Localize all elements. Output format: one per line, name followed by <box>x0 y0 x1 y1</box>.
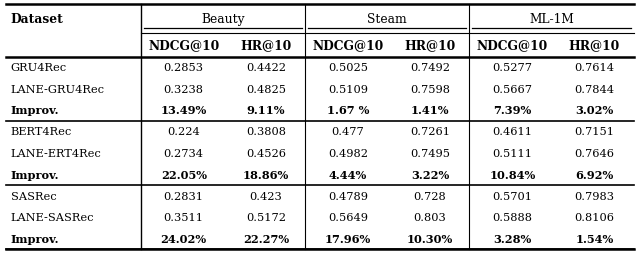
Text: 10.30%: 10.30% <box>407 233 453 244</box>
Text: 4.44%: 4.44% <box>329 169 367 180</box>
Text: Improv.: Improv. <box>11 233 60 244</box>
Text: GRU4Rec: GRU4Rec <box>11 63 67 73</box>
Text: SASRec: SASRec <box>11 191 56 201</box>
Text: 0.7261: 0.7261 <box>410 127 450 137</box>
Text: Steam: Steam <box>367 13 407 26</box>
Text: 0.4789: 0.4789 <box>328 191 368 201</box>
Text: 18.86%: 18.86% <box>243 169 289 180</box>
Text: 0.423: 0.423 <box>250 191 282 201</box>
Text: 0.5667: 0.5667 <box>492 84 532 94</box>
Text: LANE-GRU4Rec: LANE-GRU4Rec <box>11 84 105 94</box>
Text: 10.84%: 10.84% <box>489 169 535 180</box>
Text: 0.7492: 0.7492 <box>410 63 450 73</box>
Text: 0.5277: 0.5277 <box>492 63 532 73</box>
Text: 0.3511: 0.3511 <box>164 212 204 222</box>
Text: 0.2831: 0.2831 <box>164 191 204 201</box>
Text: HR@10: HR@10 <box>404 39 456 52</box>
Text: HR@10: HR@10 <box>240 39 291 52</box>
Text: 0.4422: 0.4422 <box>246 63 286 73</box>
Text: 0.7598: 0.7598 <box>410 84 450 94</box>
Text: Improv.: Improv. <box>11 169 60 180</box>
Text: 6.92%: 6.92% <box>575 169 614 180</box>
Text: 9.11%: 9.11% <box>246 105 285 116</box>
Text: NDCG@10: NDCG@10 <box>148 39 220 52</box>
Text: 22.05%: 22.05% <box>161 169 207 180</box>
Text: 3.28%: 3.28% <box>493 233 531 244</box>
Text: 0.4982: 0.4982 <box>328 148 368 158</box>
Text: 22.27%: 22.27% <box>243 233 289 244</box>
Text: LANE-SASRec: LANE-SASRec <box>11 212 94 222</box>
Text: 0.2853: 0.2853 <box>164 63 204 73</box>
Text: 0.224: 0.224 <box>167 127 200 137</box>
Text: 3.02%: 3.02% <box>575 105 614 116</box>
Text: Improv.: Improv. <box>11 105 60 116</box>
Text: Dataset: Dataset <box>11 13 63 26</box>
Text: Beauty: Beauty <box>201 13 244 26</box>
Text: 0.4825: 0.4825 <box>246 84 286 94</box>
Text: 0.7983: 0.7983 <box>574 191 614 201</box>
Text: NDCG@10: NDCG@10 <box>477 39 548 52</box>
Text: 0.477: 0.477 <box>332 127 364 137</box>
Text: 0.5025: 0.5025 <box>328 63 368 73</box>
Text: 1.54%: 1.54% <box>575 233 614 244</box>
Text: 13.49%: 13.49% <box>161 105 207 116</box>
Text: 0.803: 0.803 <box>413 212 447 222</box>
Text: 0.7844: 0.7844 <box>574 84 614 94</box>
Text: 0.7151: 0.7151 <box>574 127 614 137</box>
Text: LANE-ERT4Rec: LANE-ERT4Rec <box>11 148 102 158</box>
Text: 0.5701: 0.5701 <box>492 191 532 201</box>
Text: 0.5649: 0.5649 <box>328 212 368 222</box>
Text: 0.4611: 0.4611 <box>492 127 532 137</box>
Text: 0.5888: 0.5888 <box>492 212 532 222</box>
Text: 0.5172: 0.5172 <box>246 212 286 222</box>
Text: BERT4Rec: BERT4Rec <box>11 127 72 137</box>
Text: NDCG@10: NDCG@10 <box>312 39 383 52</box>
Text: 0.4526: 0.4526 <box>246 148 286 158</box>
Text: 0.5111: 0.5111 <box>492 148 532 158</box>
Text: 0.5109: 0.5109 <box>328 84 368 94</box>
Text: 0.7614: 0.7614 <box>574 63 614 73</box>
Text: 0.3238: 0.3238 <box>164 84 204 94</box>
Text: 17.96%: 17.96% <box>325 233 371 244</box>
Text: 24.02%: 24.02% <box>161 233 207 244</box>
Text: 3.22%: 3.22% <box>411 169 449 180</box>
Text: 0.728: 0.728 <box>413 191 447 201</box>
Text: 0.2734: 0.2734 <box>164 148 204 158</box>
Text: 0.7646: 0.7646 <box>574 148 614 158</box>
Text: 7.39%: 7.39% <box>493 105 531 116</box>
Text: 1.67 %: 1.67 % <box>327 105 369 116</box>
Text: 0.3808: 0.3808 <box>246 127 286 137</box>
Text: 1.41%: 1.41% <box>411 105 449 116</box>
Text: ML-1M: ML-1M <box>529 13 574 26</box>
Text: 0.8106: 0.8106 <box>574 212 614 222</box>
Text: HR@10: HR@10 <box>569 39 620 52</box>
Text: 0.7495: 0.7495 <box>410 148 450 158</box>
